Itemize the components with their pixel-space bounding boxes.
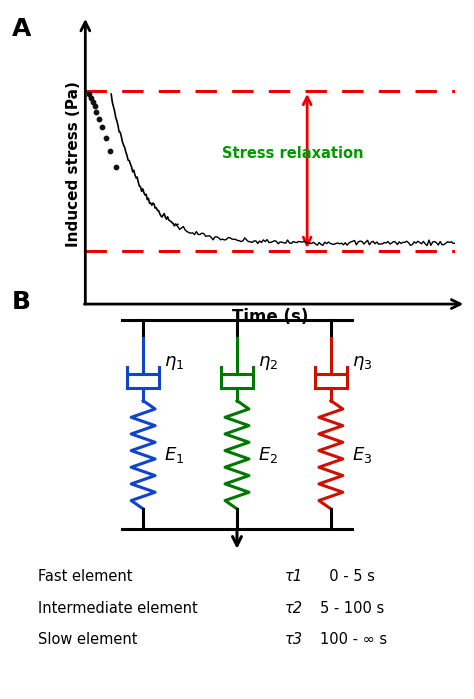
Text: Slow element: Slow element [38,632,137,647]
Point [112,161,119,173]
Text: τ3: τ3 [284,632,302,647]
Text: A: A [12,17,31,41]
Text: Fast element: Fast element [38,569,132,584]
Text: Intermediate element: Intermediate element [38,600,198,616]
Text: $E_1$: $E_1$ [164,445,185,465]
Text: Stress relaxation: Stress relaxation [222,145,363,161]
Point [102,132,109,143]
Text: $\eta_1$: $\eta_1$ [164,354,185,372]
Text: $\eta_3$: $\eta_3$ [352,354,373,372]
Text: $\eta_2$: $\eta_2$ [258,354,279,372]
Text: B: B [12,290,31,314]
Point [87,92,95,103]
Point [92,107,100,118]
Point [91,100,98,111]
Text: 5 - 100 s: 5 - 100 s [320,600,384,616]
Point [96,113,103,124]
Text: $E_2$: $E_2$ [258,445,278,465]
Text: 0 - 5 s: 0 - 5 s [320,569,375,584]
X-axis label: Time (s): Time (s) [232,308,309,326]
Point [98,122,106,133]
Point [107,145,114,157]
Text: τ1: τ1 [284,569,302,584]
Text: τ2: τ2 [284,600,302,616]
Text: 100 - ∞ s: 100 - ∞ s [320,632,387,647]
Y-axis label: Induced stress (Pa): Induced stress (Pa) [66,81,81,247]
Point [85,88,93,99]
Point [89,96,97,107]
Text: $E_3$: $E_3$ [352,445,373,465]
